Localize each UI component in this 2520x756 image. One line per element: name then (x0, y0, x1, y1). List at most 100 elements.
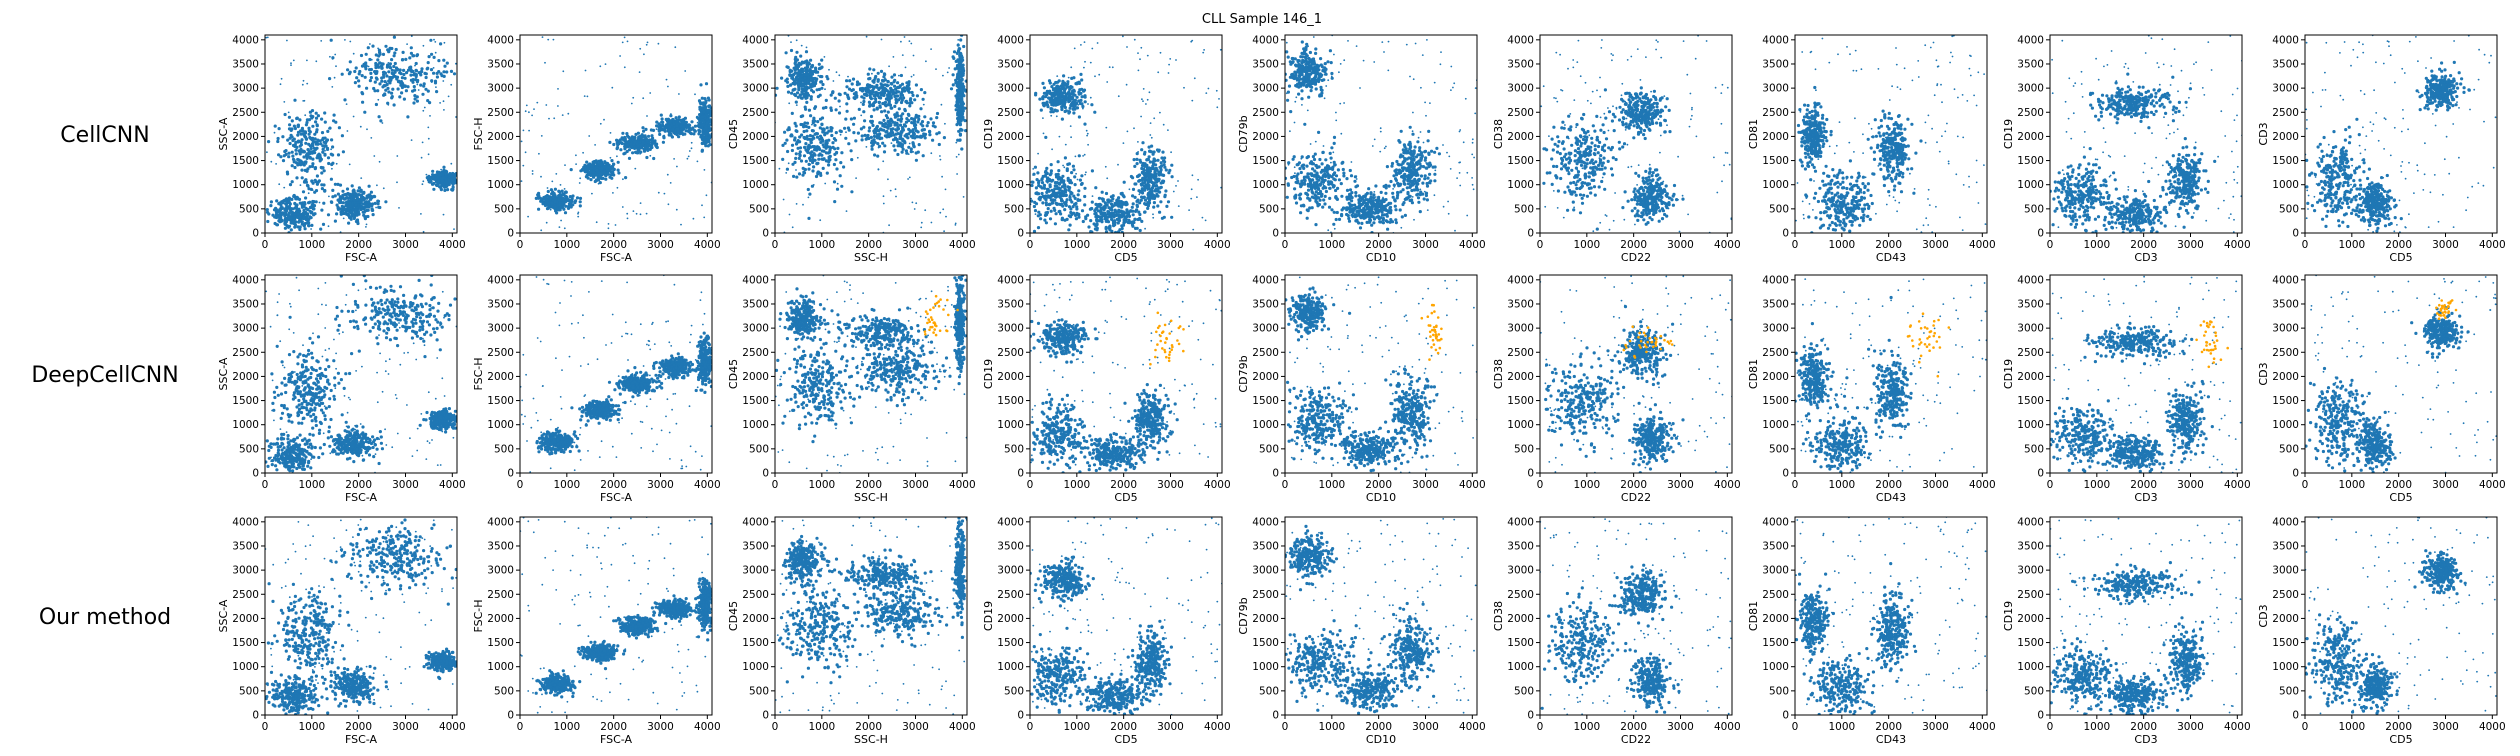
data-point (287, 211, 291, 216)
data-point (892, 56, 895, 58)
data-point (957, 153, 960, 156)
data-point (790, 91, 794, 95)
data-point (303, 212, 307, 216)
data-point (1072, 111, 1076, 115)
data-point (439, 102, 441, 104)
data-point (290, 62, 292, 65)
data-point (427, 153, 430, 156)
data-point (552, 38, 555, 41)
data-point (886, 80, 890, 84)
data-point (392, 64, 396, 69)
data-point (294, 152, 298, 156)
data-point (935, 116, 939, 120)
data-point (567, 112, 570, 115)
data-point (898, 74, 900, 77)
data-point (421, 183, 424, 186)
data-point (588, 135, 591, 137)
data-point (683, 132, 687, 136)
data-point (866, 133, 870, 138)
data-point (301, 203, 305, 207)
data-point (884, 77, 886, 79)
data-point (1165, 204, 1169, 208)
data-point (273, 131, 276, 134)
data-point (806, 150, 810, 154)
data-point (821, 82, 825, 87)
data-point (1073, 183, 1077, 187)
data-point (1045, 166, 1049, 170)
data-point (908, 40, 911, 42)
data-point (880, 38, 883, 41)
data-point (917, 143, 921, 147)
data-point (1131, 187, 1136, 191)
data-point (290, 213, 294, 217)
data-point (676, 165, 678, 168)
data-point (290, 150, 294, 154)
data-point (308, 209, 312, 213)
data-point (542, 197, 546, 201)
data-point (835, 167, 839, 171)
data-point (1040, 178, 1044, 182)
data-point (376, 58, 380, 62)
data-point (595, 221, 598, 224)
data-point (914, 83, 919, 87)
data-point (411, 80, 415, 84)
data-point (1070, 76, 1074, 80)
data-point (812, 184, 815, 186)
data-point (411, 89, 415, 93)
data-point (534, 196, 538, 200)
data-point (410, 35, 413, 37)
data-point (1030, 180, 1034, 184)
data-point (660, 120, 664, 124)
data-point (952, 50, 957, 54)
data-point (599, 65, 602, 68)
data-point (887, 178, 889, 181)
data-point (789, 134, 793, 138)
data-point (1053, 102, 1057, 106)
data-point (808, 158, 813, 162)
data-point (290, 197, 294, 201)
data-point (311, 206, 315, 210)
data-point (1048, 185, 1052, 189)
data-point (294, 148, 298, 152)
data-point (843, 91, 847, 95)
data-point (894, 132, 898, 136)
data-point (809, 95, 812, 98)
data-point (877, 134, 881, 139)
data-point (589, 170, 594, 174)
data-point (267, 140, 271, 144)
data-point (300, 176, 304, 180)
data-point (944, 122, 946, 125)
data-point (312, 204, 317, 208)
data-point (800, 44, 803, 47)
data-point (923, 91, 927, 95)
data-point (1044, 221, 1048, 225)
data-point (298, 118, 302, 122)
data-point (1052, 192, 1056, 196)
data-point (356, 221, 360, 226)
data-point (935, 132, 939, 136)
data-point (863, 133, 867, 137)
data-point (875, 83, 879, 87)
data-point (392, 103, 396, 107)
data-point (363, 75, 367, 79)
data-point (1042, 195, 1046, 199)
data-point (292, 221, 296, 226)
data-point (623, 36, 626, 39)
data-point (1080, 209, 1085, 213)
data-point (374, 76, 378, 80)
data-point (283, 198, 287, 202)
data-point (860, 86, 864, 91)
data-point (913, 124, 917, 128)
data-point (313, 212, 315, 215)
data-point (403, 84, 407, 88)
data-point (708, 135, 712, 139)
data-point (1083, 186, 1087, 190)
data-point (883, 78, 887, 82)
data-point (815, 135, 820, 139)
data-point (816, 95, 821, 99)
data-point (625, 132, 629, 136)
data-point (935, 111, 940, 116)
data-point (919, 88, 924, 92)
data-point (901, 127, 905, 131)
